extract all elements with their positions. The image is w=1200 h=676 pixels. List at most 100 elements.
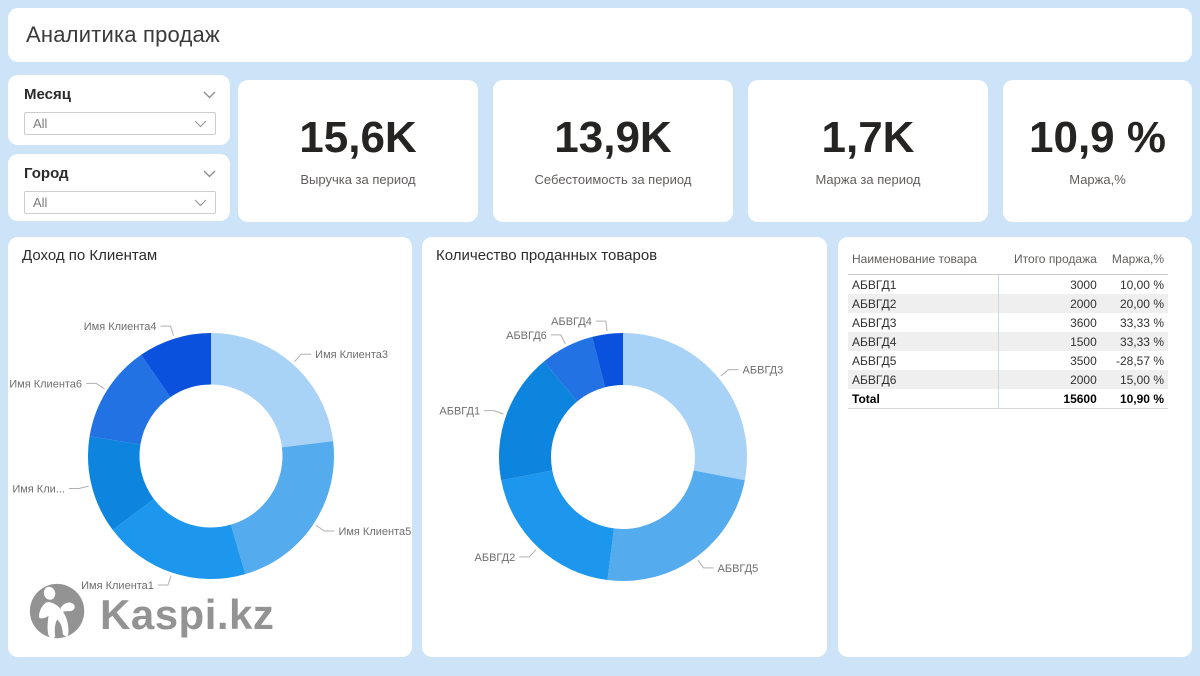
kpi-card-cost: 13,9K Себестоимость за период [493, 80, 733, 222]
donut-segment[interactable] [211, 333, 334, 448]
donut-label: АБВГД5 [718, 563, 759, 575]
table-row: АБВГД3 3600 33,33 % [848, 313, 1168, 332]
donut-segment[interactable] [623, 333, 747, 481]
donut-label: АБВГД6 [506, 330, 547, 342]
kpi-value: 1,7K [821, 112, 915, 162]
label-leader-line [160, 325, 174, 336]
kpi-card-margin: 1,7K Маржа за период [748, 80, 988, 222]
table-header-sales[interactable]: Итого продажа [998, 249, 1101, 275]
donut-segment[interactable] [112, 498, 246, 579]
margin-cell: 33,33 % [1119, 334, 1164, 349]
kpi-label: Маржа,% [1069, 171, 1126, 187]
label-leader-line [595, 320, 608, 332]
month-filter-select[interactable]: All [24, 112, 216, 135]
margin-cell: 33,33 % [1119, 315, 1164, 330]
kpi-value: 13,9K [554, 112, 672, 162]
donut-segment[interactable] [592, 333, 623, 388]
product-name-cell: АБВГД6 [848, 370, 999, 389]
donut-segment[interactable] [141, 333, 211, 398]
chevron-down-icon[interactable] [203, 91, 216, 99]
donut-label: АБВГД4 [551, 316, 592, 328]
product-name-cell: АБВГД3 [848, 313, 999, 332]
city-filter-value: All [33, 195, 48, 210]
chevron-down-icon[interactable] [194, 199, 207, 207]
table-header-margin[interactable]: Маржа,% [1100, 249, 1168, 275]
products-table: Наименование товара Итого продажа Маржа,… [848, 249, 1168, 409]
month-filter-value: All [33, 116, 48, 131]
donut-label: Имя Клиента3 [315, 349, 388, 361]
product-name-cell: Total [848, 389, 999, 409]
label-leader-line [294, 353, 312, 363]
label-leader-line [697, 559, 714, 569]
table-header-name[interactable]: Наименование товара [848, 249, 999, 275]
clients-chart-title: Доход по Клиентам [22, 247, 158, 264]
donut-segment[interactable] [543, 336, 606, 402]
label-leader-line [550, 334, 566, 345]
margin-cell: 10,90 % [1100, 389, 1168, 409]
donut-label: АБВГД1 [439, 406, 480, 418]
margin-cell: 15,00 % [1119, 372, 1164, 387]
donut-segment[interactable] [501, 470, 614, 581]
sales-cell: 2000 [1070, 296, 1097, 311]
table-row: АБВГД4 1500 33,33 % [848, 332, 1168, 351]
donut-label: Имя Клиента5 [338, 526, 411, 538]
margin-cell: 10,00 % [1119, 277, 1164, 292]
product-name-cell: АБВГД1 [848, 274, 999, 294]
product-name-cell: АБВГД2 [848, 294, 999, 313]
city-filter-header: Город [24, 165, 216, 182]
donut-label: Имя Клиента1 [81, 580, 154, 592]
chevron-down-icon[interactable] [194, 120, 207, 128]
clients-donut-chart[interactable]: Имя Клиента3 Имя Клиента5 Имя Клиента1 Имя … [8, 237, 412, 657]
table-row: АБВГД2 2000 20,00 % [848, 294, 1168, 313]
label-leader-line [68, 485, 89, 490]
donut-label: АБВГД2 [475, 552, 516, 564]
sales-cell: 1500 [1070, 334, 1097, 349]
label-leader-line [720, 369, 739, 377]
donut-segment[interactable] [87, 436, 154, 530]
donut-segment[interactable] [89, 354, 171, 445]
products-chart-title: Количество проданных товаров [436, 247, 658, 264]
kaspi-watermark: Kaspi.kz [28, 581, 274, 648]
clients-chart-card: Доход по Клиентам Имя Клиента3 Имя Клиент… [8, 237, 412, 657]
label-leader-line [484, 410, 504, 415]
donut-segment[interactable] [230, 441, 334, 575]
label-leader-line [86, 382, 105, 390]
products-table-body: АБВГД1 3000 10,00 % АБВГД2 2000 20,00 % АБВГД3… [848, 274, 1168, 409]
kpi-label: Маржа за период [815, 171, 921, 187]
donut-label: Имя Клиента6 [9, 378, 82, 390]
kpi-card-revenue: 15,6K Выручка за период [238, 80, 478, 222]
kaspi-logo-icon [28, 581, 88, 648]
products-table-card: Наименование товара Итого продажа Маржа,… [838, 237, 1192, 657]
label-leader-line [315, 525, 335, 532]
donut-label: Имя Кли... [12, 484, 65, 496]
title-card: Аналитика продаж [8, 8, 1192, 62]
donut-segment[interactable] [607, 470, 745, 581]
table-row: АБВГД5 3500 -28,57 % [848, 351, 1168, 370]
city-filter-select[interactable]: All [24, 191, 216, 214]
kpi-card-margin-pct: 10,9 % Маржа,% [1003, 80, 1192, 222]
city-filter-card: Город All [8, 154, 230, 221]
sales-cell: 2000 [1070, 372, 1097, 387]
sales-cell: 3000 [1070, 277, 1097, 292]
products-donut-chart[interactable]: АБВГД3 АБВГД5 АБВГД2 АБВГД1 АБВГД6 АБВГД4 [422, 237, 827, 657]
month-filter-label: Месяц [24, 86, 71, 103]
donut-label: АБВГД3 [743, 365, 784, 377]
chevron-down-icon[interactable] [203, 170, 216, 178]
month-filter-header: Месяц [24, 86, 216, 103]
table-row: Total 15600 10,90 % [848, 389, 1168, 409]
month-filter-card: Месяц All [8, 75, 230, 145]
kpi-value: 15,6K [299, 112, 417, 162]
product-name-cell: АБВГД4 [848, 332, 999, 351]
kpi-label: Выручка за период [300, 171, 416, 187]
table-row: АБВГД6 2000 15,00 % [848, 370, 1168, 389]
sales-cell: 3500 [1070, 353, 1097, 368]
table-row: АБВГД1 3000 10,00 % [848, 274, 1168, 294]
kaspi-brand-text: Kaspi.kz [100, 590, 275, 638]
donut-label: Имя Клиента4 [84, 321, 157, 333]
margin-cell: 20,00 % [1119, 296, 1164, 311]
sales-cell: 15600 [998, 389, 1101, 409]
kpi-label: Себестоимость за период [534, 171, 692, 187]
product-name-cell: АБВГД5 [848, 351, 999, 370]
donut-segment[interactable] [499, 361, 578, 481]
